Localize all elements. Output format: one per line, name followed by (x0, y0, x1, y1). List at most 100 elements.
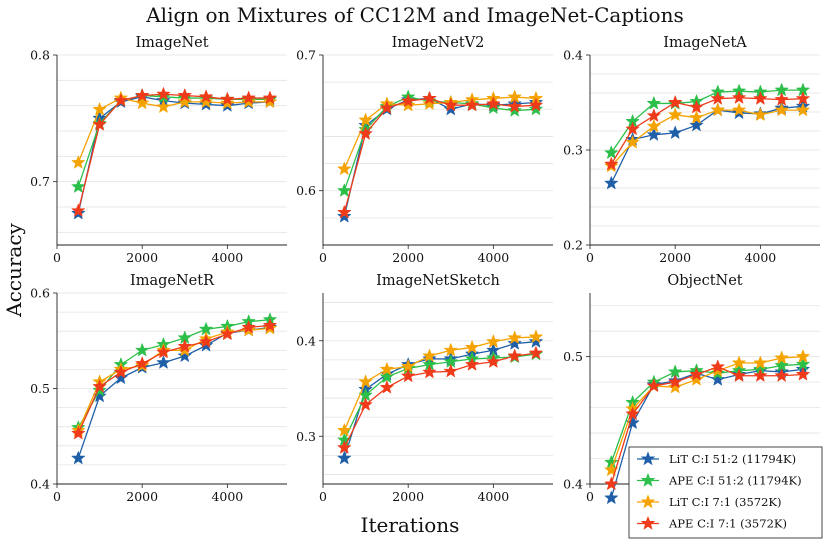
panel-title: ObjectNet (667, 273, 742, 289)
data-point (529, 329, 543, 343)
data-point (337, 440, 352, 454)
data-point (465, 98, 479, 112)
data-point (689, 372, 704, 386)
data-point (380, 369, 394, 383)
series-ape-c-i-7-1-3572k (71, 318, 277, 440)
data-point (774, 103, 789, 116)
data-point (114, 93, 128, 107)
data-point (337, 451, 352, 465)
x-tick-label: 0 (319, 250, 327, 265)
y-tick-label: 0.7 (296, 48, 316, 63)
data-point (486, 96, 501, 110)
data-point (711, 103, 725, 116)
legend-entry-lit-c-i-7-1-3572k: LiT C:I 7:1 (3572K) (637, 494, 782, 509)
axis-lines (322, 55, 553, 246)
legend-label: LiT C:I 51:2 (11794K) (669, 452, 796, 466)
data-point (71, 155, 86, 169)
data-point (358, 113, 373, 126)
legend-entry-lit-c-i-51-2-11794k: LiT C:I 51:2 (11794K) (637, 451, 796, 466)
series-line (343, 96, 537, 170)
data-point (774, 92, 789, 106)
y-tick-label: 0.6 (30, 286, 50, 301)
x-tick-label: 0 (53, 250, 61, 265)
series-ape-c-i-51-2-11794k (337, 347, 543, 446)
legend-marker (640, 494, 656, 509)
data-point (358, 397, 373, 411)
legend-marker (640, 451, 656, 466)
data-point (199, 94, 213, 108)
data-point (241, 320, 256, 334)
x-tick-label: 4000 (744, 250, 776, 265)
data-point (507, 348, 522, 362)
y-tick-label: 0.2 (563, 238, 583, 253)
legend-label: LiT C:I 7:1 (3572K) (669, 495, 782, 509)
x-tick-label: 2000 (126, 250, 158, 265)
data-point (486, 354, 501, 368)
data-point (178, 339, 192, 353)
data-point (529, 98, 543, 112)
legend-marker (640, 472, 656, 487)
x-tick-label: 0 (53, 489, 61, 504)
data-point (774, 368, 789, 382)
series-line (343, 97, 537, 213)
x-tick-label: 2000 (126, 489, 158, 504)
panel-title: ImageNet (135, 35, 208, 51)
data-point (241, 90, 256, 104)
data-point (337, 161, 352, 175)
data-point (529, 334, 543, 348)
data-point (711, 372, 725, 386)
data-point (774, 358, 789, 372)
x-tick-label: 2000 (659, 250, 691, 265)
x-tick-label: 2000 (392, 489, 424, 504)
data-point (135, 356, 149, 370)
data-point (604, 157, 619, 171)
panel-imagenetv2: 0 2000 4000 0.6 0.7 ImageNetV2 (296, 35, 553, 265)
data-point (135, 343, 149, 357)
data-point (358, 126, 373, 140)
data-point (711, 359, 725, 373)
data-point (625, 122, 640, 135)
data-point (604, 176, 619, 190)
data-point (486, 334, 501, 348)
x-tick-label: 4000 (211, 489, 243, 504)
data-point (796, 357, 810, 371)
panel-title: ImageNetSketch (376, 273, 500, 289)
data-point (220, 326, 235, 340)
y-tick-label: 0.4 (563, 477, 583, 492)
data-point (444, 98, 458, 112)
legend-label: APE C:I 51:2 (11794K) (668, 474, 802, 488)
data-point (625, 406, 640, 420)
y-tick-label: 0.4 (296, 333, 316, 348)
series-line (77, 319, 271, 428)
data-point (92, 117, 107, 131)
panel-title: ImageNetR (130, 273, 215, 289)
data-point (796, 367, 810, 381)
data-point (199, 334, 213, 348)
series-line (610, 89, 803, 154)
y-tick-label: 0.4 (30, 477, 50, 492)
data-point (753, 107, 768, 121)
data-point (444, 102, 458, 116)
data-point (71, 203, 86, 217)
data-point (380, 100, 394, 114)
series-line (343, 336, 536, 431)
panel-imagenetr: 0 2000 4000 0.4 0.5 0.6 ImageNetR (30, 273, 287, 504)
series-line (77, 94, 270, 187)
data-point (732, 90, 746, 104)
data-point (668, 125, 682, 139)
data-point (625, 135, 640, 149)
data-point (337, 183, 352, 197)
data-point (422, 91, 437, 105)
y-tick-label: 0.3 (563, 143, 583, 158)
data-point (753, 368, 768, 382)
data-point (732, 355, 746, 369)
series-line (610, 356, 803, 471)
data-point (647, 96, 661, 110)
x-tick-label: 2000 (392, 250, 424, 265)
data-point (732, 103, 746, 116)
data-point (337, 209, 352, 223)
series-ape-c-i-7-1-3572k (604, 359, 810, 490)
legend-box (628, 446, 823, 539)
data-point (337, 423, 352, 437)
data-point (71, 451, 86, 465)
